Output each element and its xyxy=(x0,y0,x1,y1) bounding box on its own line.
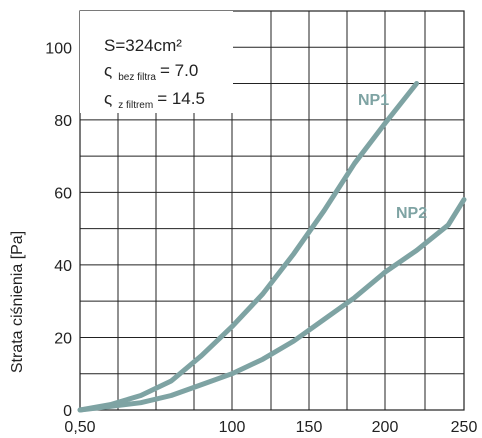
x-tick-label: 250 xyxy=(451,419,478,436)
y-tick-label: 80 xyxy=(54,113,72,130)
x-tick-label: 150 xyxy=(296,419,323,436)
x-tick-label: 200 xyxy=(372,419,399,436)
y-tick-label: 40 xyxy=(54,258,72,275)
chart-grid xyxy=(80,11,464,410)
info-area: S=324cm² xyxy=(104,36,182,55)
series-labels: NP1 NP2 xyxy=(358,92,427,222)
tick-labels: 0,50 100 150 200 250 0 20 40 60 80 100 xyxy=(45,40,477,436)
y-tick-label: 20 xyxy=(54,330,72,347)
y-tick-label: 100 xyxy=(45,40,72,57)
x-tick-label: 0,50 xyxy=(64,419,95,436)
series-lines xyxy=(77,81,467,413)
y-axis-title: Strata ciśnienia [Pa] xyxy=(9,231,26,373)
series-line-np1 xyxy=(77,81,420,413)
x-tick-label: 100 xyxy=(219,419,246,436)
series-label-np2: NP2 xyxy=(396,205,427,222)
series-line-np2 xyxy=(77,197,467,413)
info-zeta-without-filter: ς bez filtra = 7.0 xyxy=(104,61,198,83)
plot-frame xyxy=(79,10,465,411)
y-tick-label: 60 xyxy=(54,185,72,202)
series-label-np1: NP1 xyxy=(358,92,389,109)
y-tick-label: 0 xyxy=(63,403,72,420)
